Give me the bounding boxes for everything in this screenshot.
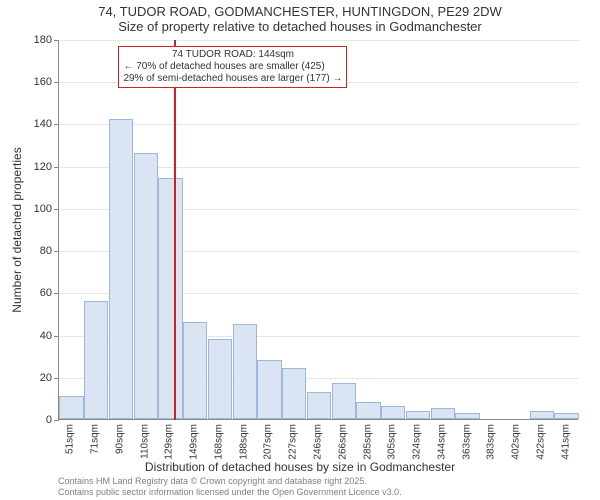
annotation-line-1: 74 TUDOR ROAD: 144sqm [123, 49, 342, 61]
histogram-bar [282, 368, 306, 419]
xtick-label: 383sqm [486, 424, 497, 460]
xtick-label: 266sqm [337, 424, 348, 460]
title-block: 74, TUDOR ROAD, GODMANCHESTER, HUNTINGDO… [0, 0, 600, 34]
ytick-label: 100 [12, 203, 52, 215]
marker-annotation: 74 TUDOR ROAD: 144sqm ← 70% of detached … [118, 46, 347, 88]
histogram-bar [59, 396, 83, 419]
ytick-label: 40 [12, 330, 52, 342]
histogram-bar [208, 339, 232, 419]
title-main: 74, TUDOR ROAD, GODMANCHESTER, HUNTINGDO… [0, 4, 600, 19]
histogram-bar [158, 178, 182, 419]
ytick-label: 80 [12, 245, 52, 257]
histogram-bar [332, 383, 356, 419]
xtick-label: 363sqm [461, 424, 472, 460]
ytick-label: 0 [12, 414, 52, 426]
ytick-label: 160 [12, 76, 52, 88]
histogram-bar [431, 408, 455, 419]
histogram-bar [530, 411, 554, 419]
histogram-bar [84, 301, 108, 419]
x-axis-label: Distribution of detached houses by size … [0, 460, 600, 474]
ytick-label: 120 [12, 161, 52, 173]
ytick-mark [54, 82, 59, 83]
histogram-bar [134, 153, 158, 419]
histogram-bar [554, 413, 578, 419]
footer-line-2: Contains public sector information licen… [58, 487, 402, 498]
xtick-label: 246sqm [313, 424, 324, 460]
histogram-bar [455, 413, 479, 419]
ytick-label: 140 [12, 118, 52, 130]
xtick-label: 129sqm [164, 424, 175, 460]
histogram-bar [183, 322, 207, 419]
gridline [59, 124, 579, 125]
xtick-label: 149sqm [189, 424, 200, 460]
histogram-bar [381, 406, 405, 419]
xtick-label: 90sqm [114, 424, 125, 454]
ytick-mark [54, 209, 59, 210]
histogram-bar [406, 411, 430, 419]
xtick-label: 285sqm [362, 424, 373, 460]
ytick-mark [54, 420, 59, 421]
footer-line-1: Contains HM Land Registry data © Crown c… [58, 476, 402, 487]
title-sub: Size of property relative to detached ho… [0, 19, 600, 34]
histogram-bar [356, 402, 380, 419]
ytick-mark [54, 336, 59, 337]
xtick-label: 71sqm [90, 424, 101, 454]
xtick-label: 441sqm [560, 424, 571, 460]
xtick-label: 305sqm [387, 424, 398, 460]
xtick-label: 402sqm [511, 424, 522, 460]
xtick-label: 344sqm [436, 424, 447, 460]
chart-area: 74 TUDOR ROAD: 144sqm ← 70% of detached … [58, 40, 578, 420]
ytick-label: 20 [12, 372, 52, 384]
histogram-bar [109, 119, 133, 419]
marker-line [174, 40, 176, 420]
ytick-mark [54, 293, 59, 294]
ytick-mark [54, 124, 59, 125]
xtick-label: 227sqm [288, 424, 299, 460]
xtick-label: 110sqm [139, 424, 150, 459]
ytick-label: 60 [12, 287, 52, 299]
plot-region [58, 40, 578, 420]
histogram-bar [233, 324, 257, 419]
xtick-label: 51sqm [65, 424, 76, 454]
xtick-label: 207sqm [263, 424, 274, 460]
histogram-bar [257, 360, 281, 419]
xtick-label: 168sqm [213, 424, 224, 460]
xtick-label: 324sqm [412, 424, 423, 460]
ytick-mark [54, 378, 59, 379]
chart-container: 74, TUDOR ROAD, GODMANCHESTER, HUNTINGDO… [0, 0, 600, 500]
ytick-mark [54, 40, 59, 41]
annotation-line-2: ← 70% of detached houses are smaller (42… [123, 61, 342, 73]
ytick-mark [54, 167, 59, 168]
gridline [59, 40, 579, 41]
xtick-label: 422sqm [535, 424, 546, 460]
footer-attribution: Contains HM Land Registry data © Crown c… [58, 476, 402, 498]
xtick-label: 188sqm [238, 424, 249, 460]
annotation-line-3: 29% of semi-detached houses are larger (… [123, 73, 342, 85]
ytick-label: 180 [12, 34, 52, 46]
histogram-bar [307, 392, 331, 419]
ytick-mark [54, 251, 59, 252]
